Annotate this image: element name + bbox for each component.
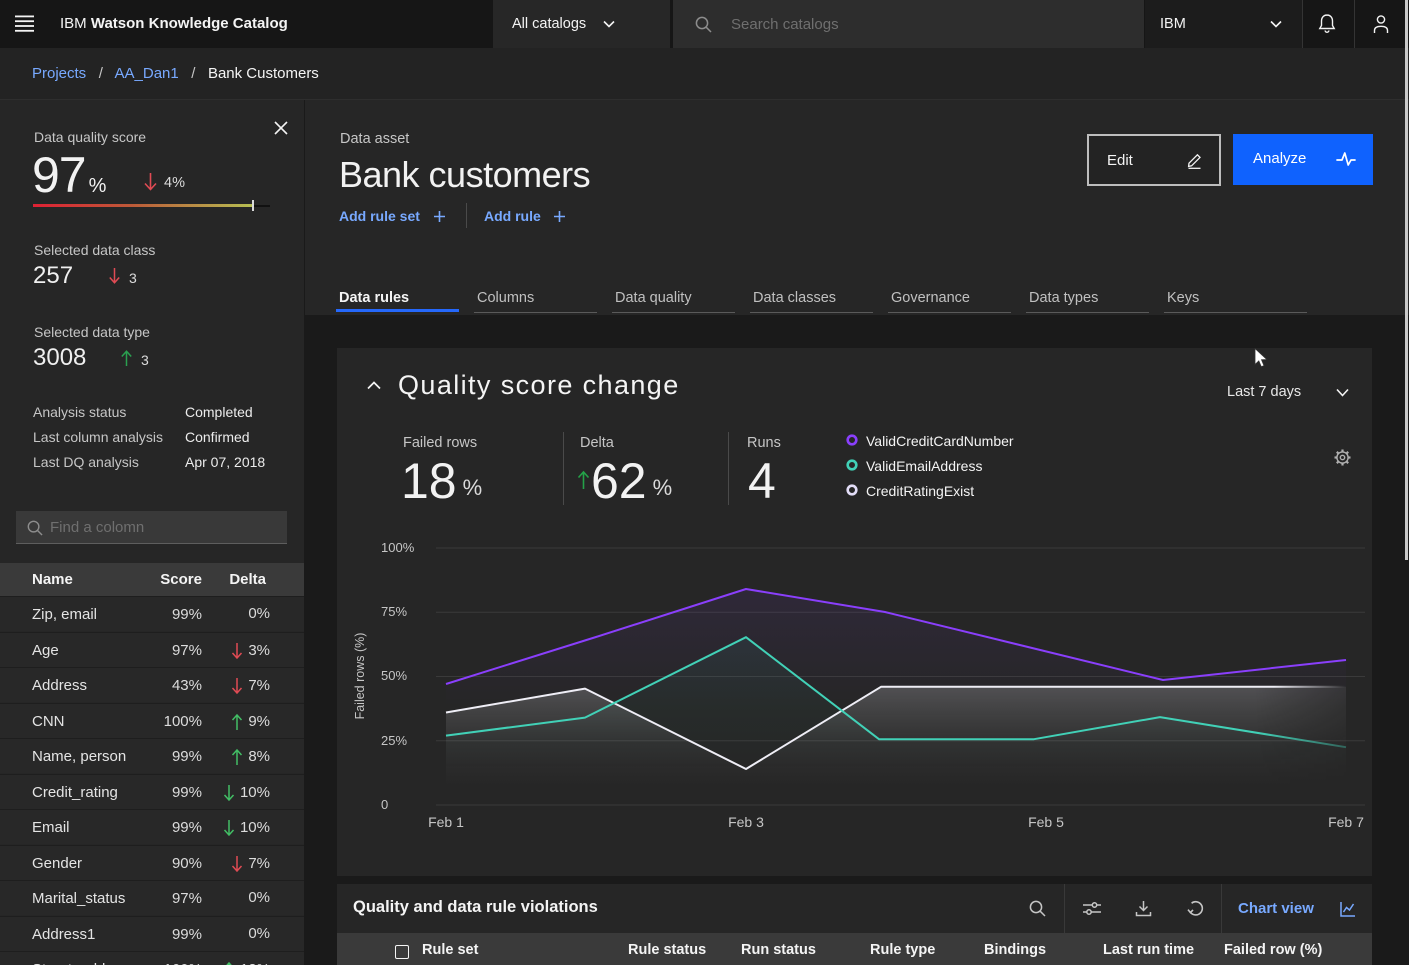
svg-text:75%: 75% xyxy=(381,604,407,619)
svg-text:Feb 7: Feb 7 xyxy=(1328,814,1364,830)
svg-text:50%: 50% xyxy=(381,668,407,683)
svg-text:100%: 100% xyxy=(381,540,415,555)
svg-text:Failed rows (%): Failed rows (%) xyxy=(353,633,367,720)
svg-text:Feb 3: Feb 3 xyxy=(728,814,764,830)
svg-text:Feb 5: Feb 5 xyxy=(1028,814,1064,830)
svg-text:Feb 1: Feb 1 xyxy=(428,814,464,830)
svg-text:0: 0 xyxy=(381,797,388,812)
svg-text:25%: 25% xyxy=(381,733,407,748)
